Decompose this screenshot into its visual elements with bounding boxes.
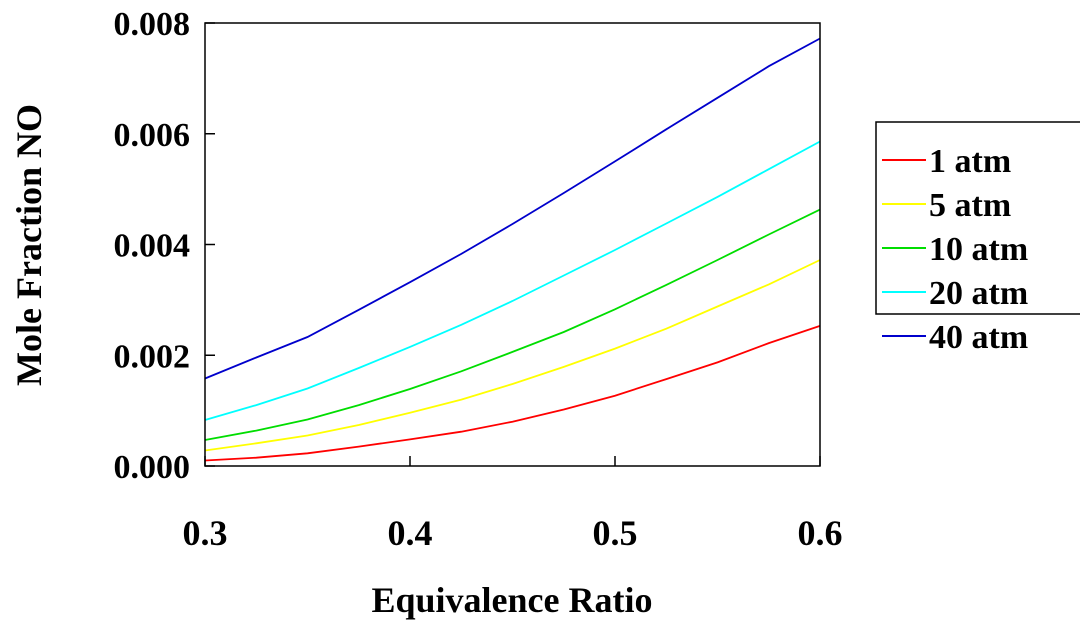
x-axis-title: Equivalence Ratio [371, 580, 652, 620]
legend-label: 20 atm [929, 275, 1028, 312]
legend-frame [875, 121, 1080, 315]
series-line-20-atm [204, 140, 821, 421]
y-tick-label: 0.006 [114, 117, 191, 154]
legend-label: 5 atm [929, 187, 1011, 224]
axis-ticks [204, 22, 821, 467]
plot-lines [204, 37, 821, 462]
plot-area-frame [204, 22, 821, 467]
legend-label: 1 atm [929, 143, 1011, 180]
tick-labels: 0.3 0.4 0.5 0.6 0.000 0.002 0.004 0.006 0.008 [114, 6, 843, 553]
x-tick-label: 0.5 [593, 513, 638, 553]
y-tick-label: 0.004 [114, 228, 191, 265]
legend: 1 atm 5 atm 10 atm 20 atm 40 atm [875, 121, 1080, 356]
series-line-5-atm [204, 259, 821, 452]
x-tick-label: 0.3 [183, 513, 228, 553]
series-line-40-atm [204, 37, 821, 380]
y-tick-label: 0.002 [114, 338, 191, 375]
legend-items: 1 atm 5 atm 10 atm 20 atm 40 atm [882, 143, 1028, 356]
x-tick-label: 0.4 [388, 513, 433, 553]
y-tick-label: 0.000 [114, 449, 191, 486]
x-tick-label: 0.6 [798, 513, 843, 553]
y-tick-label: 0.008 [114, 6, 191, 43]
y-axis-title: Mole Fraction NO [9, 104, 49, 386]
series-line-10-atm [204, 208, 821, 441]
legend-label: 40 atm [929, 319, 1028, 356]
legend-label: 10 atm [929, 231, 1028, 268]
series-line-1-atm [204, 325, 821, 462]
